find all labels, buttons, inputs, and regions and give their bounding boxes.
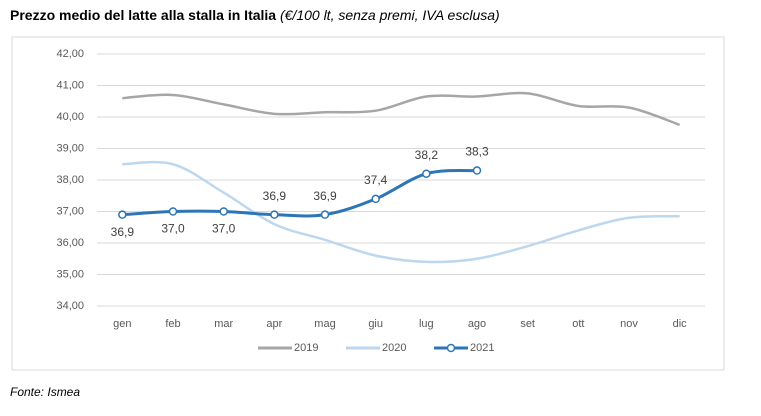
- point: [270, 210, 279, 219]
- chart-frame: [11, 36, 725, 371]
- x-tick-label: mag: [314, 318, 335, 330]
- point: [472, 166, 482, 175]
- legend-label: 2021: [470, 342, 494, 354]
- legend-label: 2019: [294, 342, 318, 354]
- data-label: 37,0: [161, 222, 185, 236]
- point: [422, 169, 431, 178]
- y-tick-label: 40,00: [56, 111, 84, 123]
- y-tick-label: 35,00: [56, 268, 84, 280]
- y-tick-label: 42,00: [56, 48, 84, 60]
- data-label: 36,9: [313, 189, 337, 203]
- data-label: 37,4: [364, 173, 388, 187]
- subtitle: (€/100 lt, senza premi, IVA esclusa): [280, 7, 500, 23]
- x-tick-label: giu: [368, 318, 383, 330]
- x-tick-label: set: [520, 318, 535, 330]
- y-tick-label: 36,00: [56, 237, 84, 249]
- data-label: 38,3: [465, 145, 489, 159]
- x-tick-label: feb: [165, 318, 180, 330]
- data-label: 36,9: [263, 189, 287, 203]
- point: [371, 194, 380, 204]
- title: Prezzo medio del latte alla stalla in It…: [10, 7, 276, 23]
- x-tick-label: gen: [113, 318, 131, 330]
- chart-title: Prezzo medio del latte alla stalla in It…: [10, 7, 500, 23]
- source: Fonte: Ismea: [10, 385, 80, 399]
- y-tick-label: 41,00: [56, 79, 84, 91]
- x-tick-label: ott: [572, 318, 584, 330]
- point: [118, 210, 127, 219]
- series-line: [122, 160, 680, 264]
- legend-label: 2020: [382, 342, 406, 354]
- x-tick-label: apr: [266, 318, 282, 330]
- data-label: 37,0: [212, 222, 236, 236]
- y-tick-label: 39,00: [56, 142, 84, 154]
- series-line: [122, 91, 681, 127]
- x-tick-label: ago: [468, 318, 486, 330]
- x-tick-label: mar: [214, 318, 233, 330]
- y-tick-label: 37,00: [56, 205, 84, 217]
- point: [168, 207, 178, 216]
- y-tick-label: 34,00: [56, 300, 84, 312]
- x-tick-label: dic: [673, 318, 688, 330]
- y-tick-label: 38,00: [56, 174, 84, 186]
- x-tick-label: lug: [419, 318, 434, 330]
- point: [320, 210, 330, 219]
- x-tick-label: nov: [620, 318, 638, 330]
- data-label: 38,2: [415, 148, 439, 162]
- data-label: 36,9: [111, 225, 135, 239]
- legend-marker: [446, 343, 456, 353]
- point: [219, 207, 228, 216]
